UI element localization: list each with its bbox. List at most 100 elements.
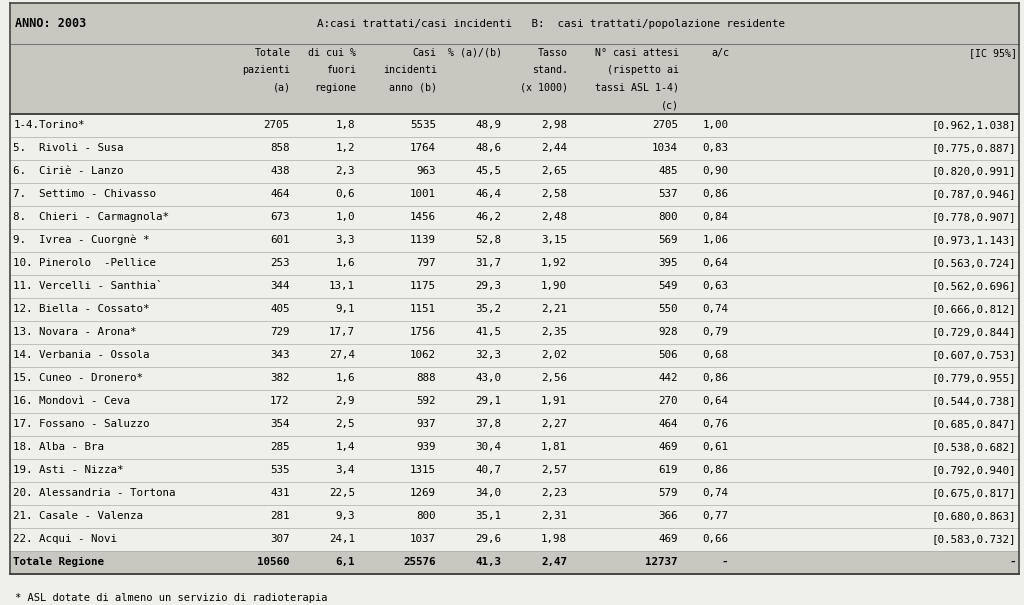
Text: 2,58: 2,58	[541, 189, 567, 199]
Text: [0.778,0.907]: [0.778,0.907]	[931, 212, 1016, 222]
Text: 281: 281	[270, 511, 290, 521]
Text: 1,81: 1,81	[541, 442, 567, 452]
Text: regione: regione	[314, 83, 356, 93]
Text: 0,86: 0,86	[702, 189, 728, 199]
Text: 11. Vercelli - Santhia`: 11. Vercelli - Santhia`	[13, 281, 163, 291]
Bar	[10, 275, 1019, 298]
Bar	[10, 551, 1019, 574]
Text: 0,64: 0,64	[702, 258, 728, 268]
Text: 5.  Rivoli - Susa: 5. Rivoli - Susa	[13, 143, 124, 153]
Text: [0.680,0.863]: [0.680,0.863]	[931, 511, 1016, 521]
Text: -: -	[722, 557, 728, 567]
Text: 0,64: 0,64	[702, 396, 728, 406]
Text: 0,86: 0,86	[702, 373, 728, 383]
Text: 7.  Settimo - Chivasso: 7. Settimo - Chivasso	[13, 189, 157, 199]
Text: A:casi trattati/casi incidenti   B:  casi trattati/popolazione residente: A:casi trattati/casi incidenti B: casi t…	[317, 19, 785, 28]
Bar	[10, 137, 1019, 160]
Text: 19. Asti - Nizza*: 19. Asti - Nizza*	[13, 465, 124, 475]
Text: 405: 405	[270, 304, 290, 314]
Text: 43,0: 43,0	[475, 373, 502, 383]
Text: 2,9: 2,9	[336, 396, 355, 406]
Text: [0.666,0.812]: [0.666,0.812]	[931, 304, 1016, 314]
Text: 17,7: 17,7	[329, 327, 355, 337]
Text: 549: 549	[658, 281, 678, 291]
Text: 37,8: 37,8	[475, 419, 502, 429]
Text: 253: 253	[270, 258, 290, 268]
Text: 382: 382	[270, 373, 290, 383]
Text: [0.729,0.844]: [0.729,0.844]	[931, 327, 1016, 337]
Text: 1,06: 1,06	[702, 235, 728, 245]
Text: 485: 485	[658, 166, 678, 176]
Text: 928: 928	[658, 327, 678, 337]
Text: incidenti: incidenti	[383, 65, 437, 75]
Text: [0.775,0.887]: [0.775,0.887]	[931, 143, 1016, 153]
Text: 48,6: 48,6	[475, 143, 502, 153]
Text: Tasso: Tasso	[538, 48, 568, 58]
Text: 1139: 1139	[410, 235, 436, 245]
Text: 797: 797	[417, 258, 436, 268]
Text: stand.: stand.	[532, 65, 568, 75]
Text: N° casi attesi: N° casi attesi	[595, 48, 679, 58]
Text: 48,9: 48,9	[475, 120, 502, 130]
Text: 41,5: 41,5	[475, 327, 502, 337]
Text: 14. Verbania - Ossola: 14. Verbania - Ossola	[13, 350, 150, 360]
Text: 1,98: 1,98	[541, 534, 567, 544]
Bar	[10, 298, 1019, 321]
Text: 1151: 1151	[410, 304, 436, 314]
Bar	[10, 459, 1019, 482]
Text: 888: 888	[417, 373, 436, 383]
Text: 45,5: 45,5	[475, 166, 502, 176]
Text: 729: 729	[270, 327, 290, 337]
Text: [0.787,0.946]: [0.787,0.946]	[931, 189, 1016, 199]
Text: 1,00: 1,00	[702, 120, 728, 130]
Text: 431: 431	[270, 488, 290, 498]
Text: 52,8: 52,8	[475, 235, 502, 245]
Text: 6,1: 6,1	[336, 557, 355, 567]
Bar	[10, 528, 1019, 551]
Text: 2,02: 2,02	[541, 350, 567, 360]
Text: 3,4: 3,4	[336, 465, 355, 475]
Text: 537: 537	[658, 189, 678, 199]
Text: 2,35: 2,35	[541, 327, 567, 337]
Text: 270: 270	[658, 396, 678, 406]
Text: 0,79: 0,79	[702, 327, 728, 337]
Text: 1,4: 1,4	[336, 442, 355, 452]
Text: 25576: 25576	[403, 557, 436, 567]
Text: [0.607,0.753]: [0.607,0.753]	[931, 350, 1016, 360]
Text: [0.779,0.955]: [0.779,0.955]	[931, 373, 1016, 383]
Text: 601: 601	[270, 235, 290, 245]
Text: 27,4: 27,4	[329, 350, 355, 360]
Text: 395: 395	[658, 258, 678, 268]
Text: 1,91: 1,91	[541, 396, 567, 406]
Text: 0,74: 0,74	[702, 304, 728, 314]
Text: 0,90: 0,90	[702, 166, 728, 176]
Text: [0.820,0.991]: [0.820,0.991]	[931, 166, 1016, 176]
Text: 0,74: 0,74	[702, 488, 728, 498]
Text: 5535: 5535	[410, 120, 436, 130]
Text: 1001: 1001	[410, 189, 436, 199]
Text: 343: 343	[270, 350, 290, 360]
Text: 172: 172	[270, 396, 290, 406]
Text: 2,65: 2,65	[541, 166, 567, 176]
Text: 1,92: 1,92	[541, 258, 567, 268]
Text: 10560: 10560	[257, 557, 290, 567]
Bar	[10, 505, 1019, 528]
Text: 2,48: 2,48	[541, 212, 567, 222]
Text: [0.973,1.143]: [0.973,1.143]	[931, 235, 1016, 245]
Text: 0,63: 0,63	[702, 281, 728, 291]
Text: Totale Regione: Totale Regione	[13, 557, 104, 567]
Text: 1269: 1269	[410, 488, 436, 498]
Text: 2705: 2705	[652, 120, 678, 130]
Text: [0.583,0.732]: [0.583,0.732]	[931, 534, 1016, 544]
Text: 46,2: 46,2	[475, 212, 502, 222]
Text: 3,15: 3,15	[541, 235, 567, 245]
Bar	[10, 114, 1019, 137]
Text: 30,4: 30,4	[475, 442, 502, 452]
Text: (c): (c)	[660, 100, 679, 110]
Text: 1,90: 1,90	[541, 281, 567, 291]
Text: [0.962,1.038]: [0.962,1.038]	[931, 120, 1016, 130]
Text: 535: 535	[270, 465, 290, 475]
Bar	[10, 252, 1019, 275]
Text: 1,8: 1,8	[336, 120, 355, 130]
Text: 13,1: 13,1	[329, 281, 355, 291]
